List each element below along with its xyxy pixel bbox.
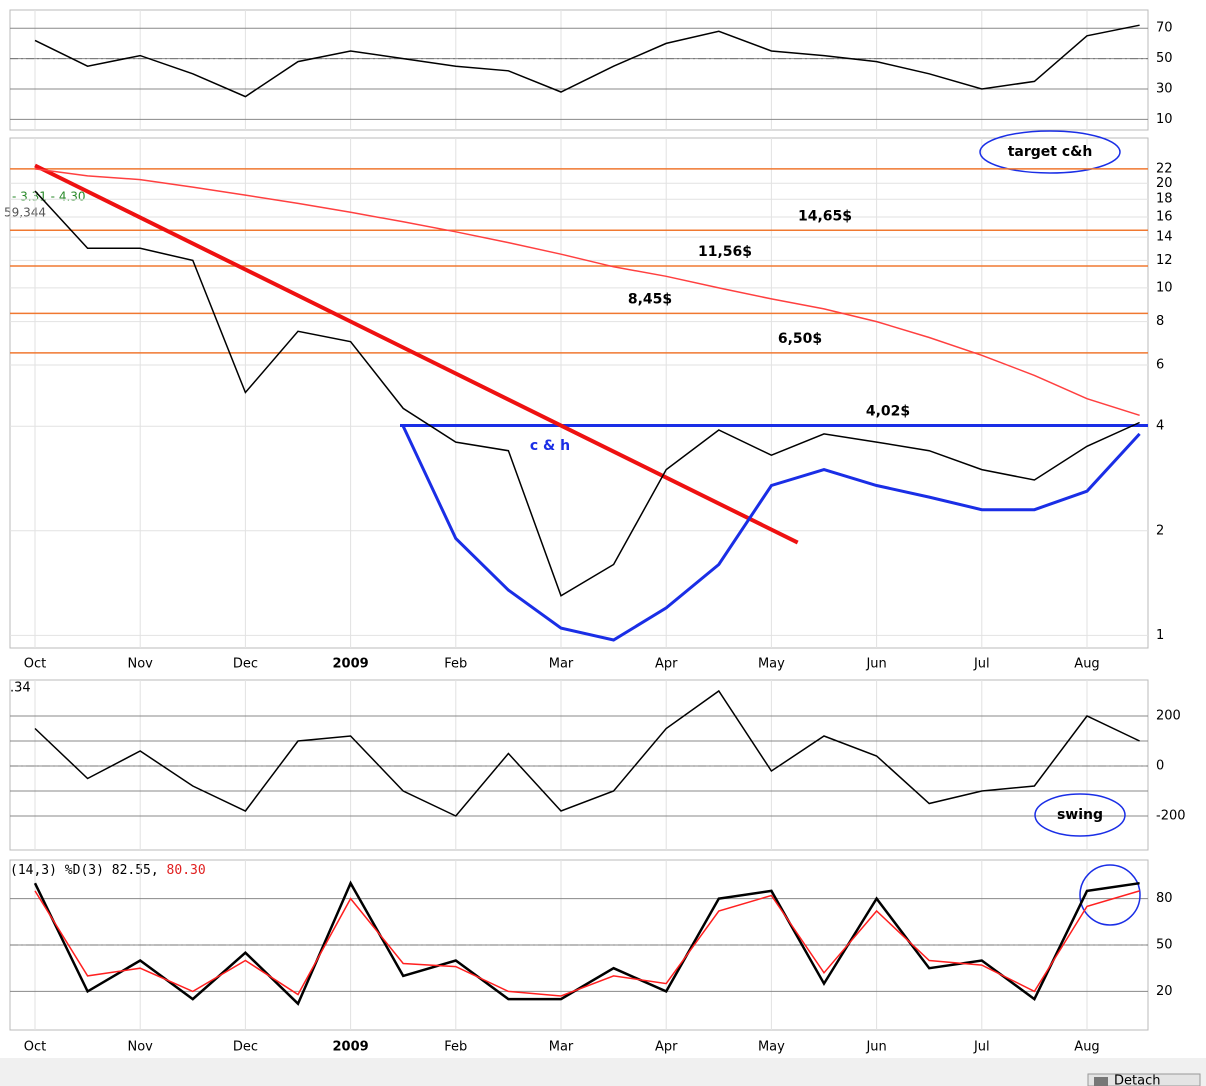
x-tick-label: Nov	[128, 1040, 154, 1055]
x-tick-label: Jul	[973, 1040, 990, 1055]
y-tick-label: 80	[1156, 891, 1173, 906]
target-ellipse	[979, 130, 1121, 174]
status-bar	[0, 1058, 1206, 1086]
y-tick-label: 22	[1156, 161, 1173, 176]
x-tick-label: Dec	[233, 657, 258, 672]
x-tick-label: Aug	[1074, 1040, 1099, 1055]
y-tick-label: 14	[1156, 230, 1173, 245]
y-tick-label: 50	[1156, 51, 1173, 66]
indicator-header: - 3.31 - 4.30	[12, 190, 86, 204]
y-tick-label: 12	[1156, 253, 1173, 268]
y-tick-label: 30	[1156, 81, 1173, 96]
series-line	[34, 24, 1140, 98]
x-tick-label: Jun	[865, 657, 886, 672]
y-tick-label: 2	[1156, 523, 1164, 538]
stoch-label: (14,3) %D(3) 82.55,	[10, 863, 159, 878]
x-tick-label: Feb	[444, 1040, 467, 1055]
y-tick-label: 0	[1156, 759, 1164, 774]
level-label: 6,50$	[778, 331, 822, 347]
detach-label: Detach	[1114, 1074, 1160, 1086]
y-tick-label: 50	[1156, 938, 1173, 953]
x-tick-label: Feb	[444, 657, 467, 672]
x-tick-label: Aug	[1074, 657, 1099, 672]
x-tick-label: Dec	[233, 1040, 258, 1055]
x-tick-label: Apr	[655, 657, 678, 672]
x-tick-label: Nov	[128, 657, 154, 672]
y-tick-label: 20	[1156, 984, 1173, 999]
y-tick-label: 4	[1156, 419, 1164, 434]
y-tick-label: 200	[1156, 709, 1181, 724]
swing-label: swing	[1057, 807, 1103, 823]
panel-frame	[9, 137, 1149, 649]
x-tick-label: Jun	[865, 1040, 886, 1055]
swing-circle	[1079, 864, 1141, 926]
detach-icon	[1094, 1077, 1108, 1086]
x-tick-label: May	[758, 1040, 785, 1055]
series-line	[34, 689, 1140, 817]
x-tick-label: Mar	[549, 1040, 574, 1055]
swing-ellipse	[1034, 793, 1126, 837]
x-tick-label: 2009	[333, 1040, 369, 1055]
y-tick-label: 8	[1156, 314, 1164, 329]
series-line	[34, 168, 1140, 417]
detach-button[interactable]	[1087, 1073, 1201, 1086]
trendline	[34, 163, 799, 545]
cup-label: c & h	[530, 438, 570, 454]
series-line	[34, 890, 1140, 997]
stoch-d-value: 80.30	[167, 863, 206, 878]
y-tick-label: -200	[1156, 809, 1186, 824]
x-tick-label: Jul	[973, 657, 990, 672]
x-tick-label: Oct	[24, 657, 46, 672]
level-label: 11,56$	[698, 244, 752, 260]
x-tick-label: 2009	[333, 657, 369, 672]
panel-frame	[9, 9, 1149, 131]
stoch-header: (14,3) %D(3) 82.55, 80.30	[10, 863, 206, 878]
y-tick-label: 20	[1156, 176, 1173, 191]
y-tick-label: 16	[1156, 209, 1173, 224]
y-tick-label: 10	[1156, 280, 1173, 295]
panel-frame	[9, 679, 1149, 851]
x-tick-label: Oct	[24, 1040, 46, 1055]
level-label: 8,45$	[628, 291, 672, 307]
series-line	[401, 425, 1141, 642]
y-tick-label: 6	[1156, 357, 1164, 372]
x-tick-label: May	[758, 657, 785, 672]
y-tick-label: 18	[1156, 192, 1173, 207]
level-label: 4,02$	[866, 403, 910, 419]
y-tick-label: 1	[1156, 628, 1164, 643]
target-label: target c&h	[1008, 144, 1093, 160]
x-tick-label: Apr	[655, 1040, 678, 1055]
series-line	[34, 190, 1140, 597]
level-label: 14,65$	[798, 208, 852, 224]
cci-header: .34	[10, 681, 31, 696]
y-tick-label: 10	[1156, 112, 1173, 127]
x-tick-label: Mar	[549, 657, 574, 672]
y-tick-label: 70	[1156, 21, 1173, 36]
